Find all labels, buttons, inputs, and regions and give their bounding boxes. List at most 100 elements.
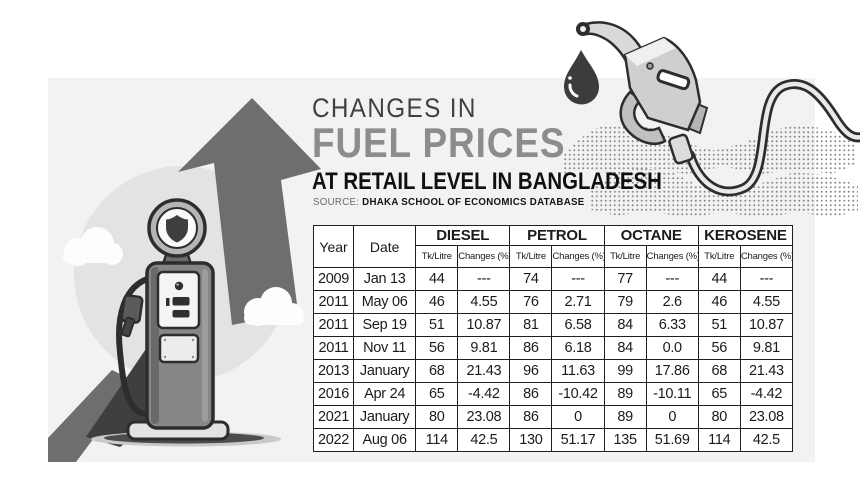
cell-value: 84 xyxy=(603,336,647,360)
cell-year: 2016 xyxy=(312,382,355,406)
cell-value: -10.11 xyxy=(645,382,699,406)
cell-value: 81 xyxy=(509,313,553,337)
header-petrol: PETROL xyxy=(509,225,605,246)
cell-value: 51 xyxy=(697,313,741,337)
cell-year: 2011 xyxy=(312,313,355,337)
title-line-2: FUEL PRICES xyxy=(312,119,566,166)
table-header-row: Year Date DIESEL PETROL OCTANE KEROSENE xyxy=(312,225,794,268)
cell-value: 99 xyxy=(603,359,647,383)
cell-value: 2.71 xyxy=(551,290,605,314)
nozzle-hose xyxy=(685,79,860,197)
cell-value: 74 xyxy=(509,267,553,291)
cell-value: 77 xyxy=(603,267,647,291)
table-row: 2009 Jan 13 44 --- 74 --- 77 --- 44 --- xyxy=(312,267,794,291)
table-row: 2022 Aug 06 114 42.5 130 51.17 135 51.69 114 42.5 xyxy=(312,428,794,452)
fuel-pump-illustration xyxy=(116,198,230,441)
cell-value: 80 xyxy=(415,405,459,429)
cell-value: 46 xyxy=(697,290,741,314)
cell-value: 130 xyxy=(509,428,553,452)
cell-value: 0.0 xyxy=(645,336,699,360)
cell-value: 51 xyxy=(415,313,459,337)
cell-value: 86 xyxy=(509,336,553,360)
title-line-3: AT RETAIL LEVEL IN BANGLADESH xyxy=(312,168,662,195)
cell-value: 114 xyxy=(697,428,741,452)
cell-value: 65 xyxy=(415,382,459,406)
cell-value: 56 xyxy=(697,336,741,360)
cell-date: Jan 13 xyxy=(353,267,417,291)
cell-date: January xyxy=(353,359,417,383)
table-row: 2011 Sep 19 51 10.87 81 6.58 84 6.33 51 10.87 xyxy=(312,313,794,337)
cell-value: --- xyxy=(457,267,511,291)
cell-value: 17.86 xyxy=(645,359,699,383)
cell-value: 4.55 xyxy=(739,290,794,314)
title-line-1: CHANGES IN xyxy=(312,93,477,123)
cell-value: 96 xyxy=(509,359,553,383)
cell-value: -10.42 xyxy=(551,382,605,406)
cell-value: 46 xyxy=(415,290,459,314)
cell-value: 6.18 xyxy=(551,336,605,360)
cell-value: 6.33 xyxy=(645,313,699,337)
cell-value: 21.43 xyxy=(739,359,794,383)
cell-value: 4.55 xyxy=(457,290,511,314)
header-kerosene: KEROSENE xyxy=(697,225,794,246)
fuel-drop-icon xyxy=(564,50,599,105)
table-row: 2016 Apr 24 65 -4.42 86 -10.42 89 -10.11 65 -4.42 xyxy=(312,382,794,406)
cell-value: 51.17 xyxy=(551,428,605,452)
cell-value: 65 xyxy=(697,382,741,406)
fuel-nozzle-illustration xyxy=(576,21,860,197)
cell-value: 23.08 xyxy=(739,405,794,429)
cell-date: January xyxy=(353,405,417,429)
table-row: 2011 May 06 46 4.55 76 2.71 79 2.6 46 4.55 xyxy=(312,290,794,314)
cell-value: 76 xyxy=(509,290,553,314)
table-row: 2021 January 80 23.08 86 0 89 0 80 23.08 xyxy=(312,405,794,429)
cell-value: 23.08 xyxy=(457,405,511,429)
cell-value: 21.43 xyxy=(457,359,511,383)
cell-year: 2011 xyxy=(312,290,355,314)
cell-year: 2022 xyxy=(312,428,355,452)
cell-year: 2009 xyxy=(312,267,355,291)
cell-date: Sep 19 xyxy=(353,313,417,337)
cell-value: 11.63 xyxy=(551,359,605,383)
subheader-price: Tk/Litre xyxy=(415,245,459,268)
subheader-price: Tk/Litre xyxy=(603,245,647,268)
source-line: SOURCE: DHAKA SCHOOL OF ECONOMICS DATABAS… xyxy=(313,198,585,208)
cell-value: 89 xyxy=(603,405,647,429)
cell-value: 84 xyxy=(603,313,647,337)
subheader-price: Tk/Litre xyxy=(509,245,553,268)
cell-value: 86 xyxy=(509,382,553,406)
cell-value: 56 xyxy=(415,336,459,360)
fuel-price-table: Year Date DIESEL PETROL OCTANE KEROSENE … xyxy=(312,225,794,452)
cell-value: 89 xyxy=(603,382,647,406)
cell-value: 42.5 xyxy=(457,428,511,452)
subheader-price: Tk/Litre xyxy=(697,245,741,268)
header-date: Date xyxy=(353,225,417,268)
cell-value: -4.42 xyxy=(457,382,511,406)
cell-value: -4.42 xyxy=(739,382,794,406)
cell-value: 10.87 xyxy=(739,313,794,337)
subheader-change: Changes (%) xyxy=(551,245,605,268)
header-octane: OCTANE xyxy=(603,225,699,246)
cell-year: 2011 xyxy=(312,336,355,360)
cell-value: 10.87 xyxy=(457,313,511,337)
up-arrow-icon xyxy=(178,98,321,325)
cell-value: 80 xyxy=(697,405,741,429)
header-year: Year xyxy=(312,225,355,268)
cell-value: 42.5 xyxy=(739,428,794,452)
cell-date: Aug 06 xyxy=(353,428,417,452)
cloud-left-icon xyxy=(63,227,123,266)
cell-year: 2021 xyxy=(312,405,355,429)
cell-value: 68 xyxy=(415,359,459,383)
cell-value: 0 xyxy=(551,405,605,429)
cell-value: 0 xyxy=(645,405,699,429)
cell-date: May 06 xyxy=(353,290,417,314)
cell-value: 51.69 xyxy=(645,428,699,452)
cell-value: --- xyxy=(739,267,794,291)
cell-year: 2013 xyxy=(312,359,355,383)
cell-value: 44 xyxy=(415,267,459,291)
cell-date: Apr 24 xyxy=(353,382,417,406)
cell-value: 9.81 xyxy=(457,336,511,360)
subheader-change: Changes (%) xyxy=(457,245,511,268)
cell-value: 44 xyxy=(697,267,741,291)
